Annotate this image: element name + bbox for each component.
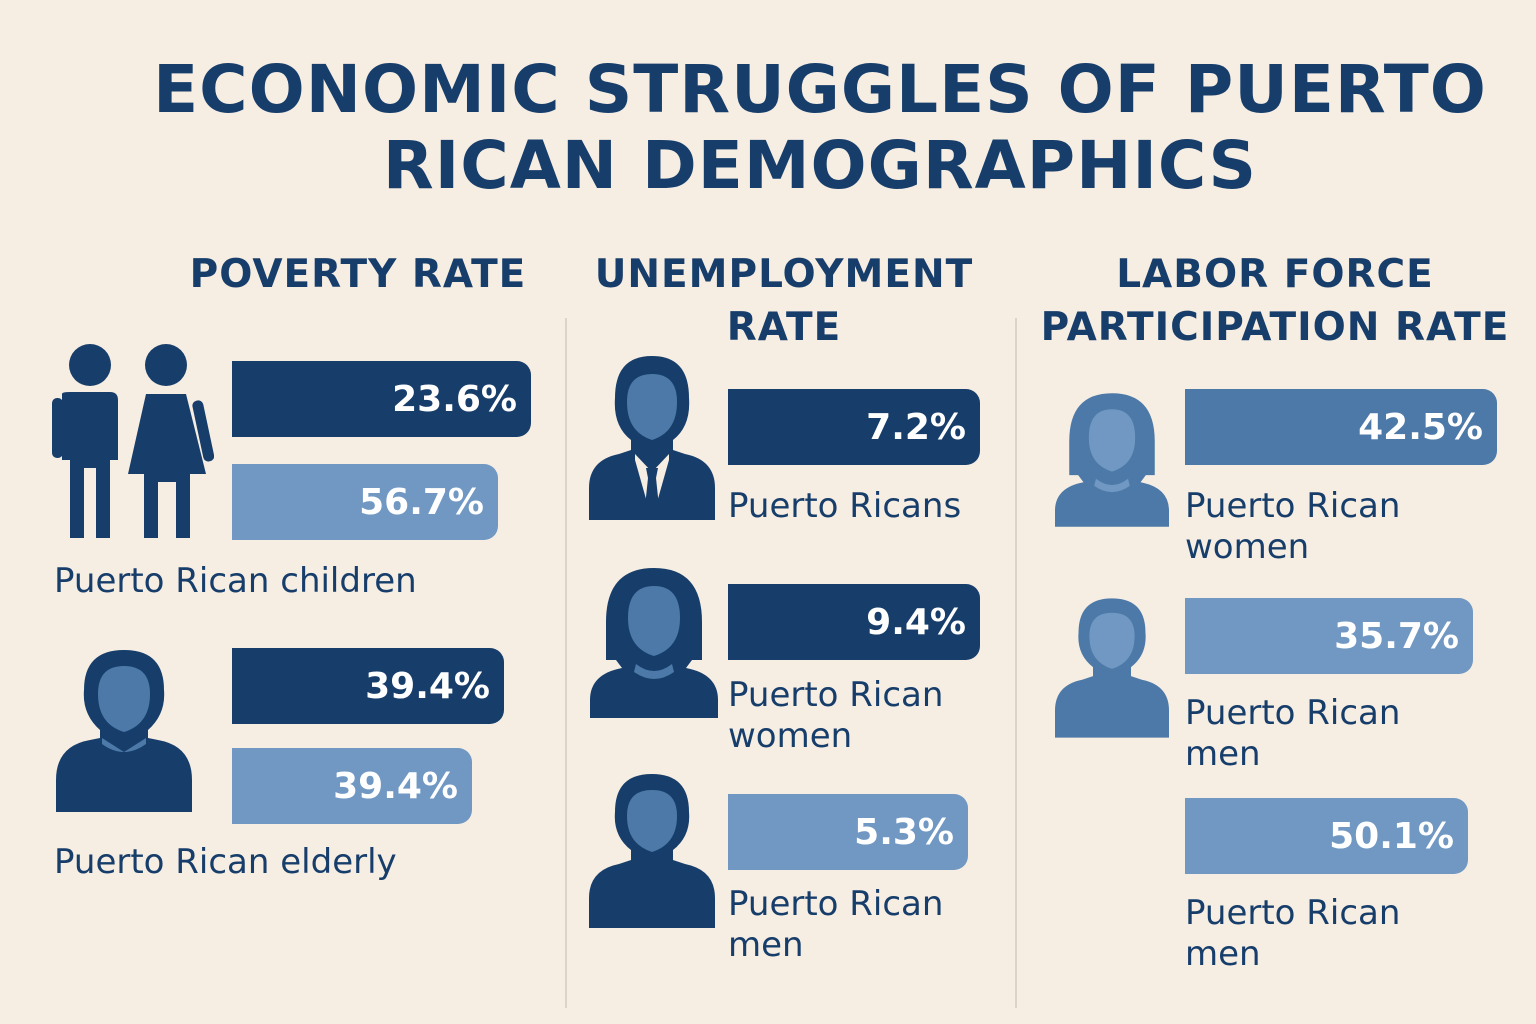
man-icon	[589, 774, 715, 928]
bar-value-label: 23.6%	[392, 378, 517, 420]
labor-men-bar: 35.7%	[1185, 598, 1473, 674]
unemployment-puerto-ricans-bar: 7.2%	[728, 389, 980, 465]
labor-men-bar-2: 50.1%	[1185, 798, 1468, 874]
poverty-elderly-bar-2: 39.4%	[232, 748, 472, 824]
unemployment-men-label: Puerto Rican men	[728, 884, 944, 965]
poverty-rate-title: POVERTY RATE	[189, 252, 527, 297]
labor-men-label: Puerto Rican men	[1185, 693, 1401, 774]
bar-value-label: 39.4%	[333, 765, 458, 807]
poverty-children-bar-1: 23.6%	[232, 361, 531, 437]
poverty-children-label: Puerto Rican children	[54, 561, 417, 601]
bar-value-label: 7.2%	[866, 406, 966, 448]
column-divider-right	[1015, 318, 1017, 1008]
bar-value-label: 56.7%	[359, 481, 484, 523]
poverty-elderly-bar-1: 39.4%	[232, 648, 504, 724]
bar-value-label: 5.3%	[854, 811, 954, 853]
labor-women-label: Puerto Rican women	[1185, 486, 1401, 567]
person-icon	[56, 650, 192, 812]
bar-value-label: 42.5%	[1358, 406, 1483, 448]
unemployment-men-bar: 5.3%	[728, 794, 968, 870]
unemployment-women-label: Puerto Rican women	[728, 675, 944, 756]
bar-value-label: 9.4%	[866, 601, 966, 643]
couple-icon	[52, 344, 214, 538]
column-divider-left	[565, 318, 567, 1008]
bar-value-label: 39.4%	[365, 665, 490, 707]
bar-value-label: 35.7%	[1334, 615, 1459, 657]
poverty-children-bar-2: 56.7%	[232, 464, 498, 540]
unemployment-women-bar: 9.4%	[728, 584, 980, 660]
page-title: ECONOMIC STRUGGLES OF PUERTO RICAN DEMOG…	[153, 51, 1487, 204]
bar-value-label: 50.1%	[1329, 815, 1454, 857]
businessman-icon	[589, 356, 715, 520]
woman-icon	[590, 568, 718, 718]
unemployment-rate-title: UNEMPLOYMENT RATE	[594, 252, 974, 350]
poverty-elderly-label: Puerto Rican elderly	[54, 842, 397, 882]
woman-icon	[1055, 393, 1169, 527]
unemployment-puerto-ricans-label: Puerto Ricans	[728, 486, 962, 526]
labor-force-title: LABOR FORCE PARTICIPATION RATE	[1040, 252, 1510, 350]
labor-men-label-2: Puerto Rican men	[1185, 893, 1401, 974]
labor-women-bar: 42.5%	[1185, 389, 1497, 465]
man-icon	[1055, 598, 1169, 738]
